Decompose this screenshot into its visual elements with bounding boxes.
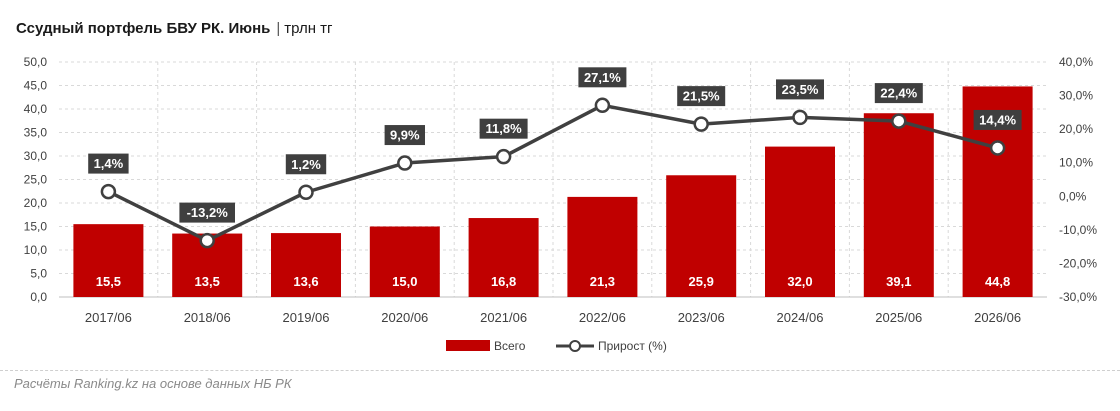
y-right-tick-label: 40,0%: [1059, 55, 1093, 69]
growth-label-box: [384, 125, 425, 146]
growth-label-box: [677, 86, 726, 107]
x-tick-label: 2023/06: [678, 310, 725, 325]
growth-value-label: 23,5%: [782, 82, 819, 97]
growth-point: [693, 116, 709, 132]
combo-chart: 0,0 5,0 10,0 15,0 20,0 25,0 30,0 35,0 40,0 45,0 50…: [24, 55, 1098, 353]
growth-value-label: 11,8%: [486, 121, 523, 136]
growth-value-label: 22,4%: [880, 86, 917, 101]
y-left-tick-label: 45,0: [24, 79, 48, 93]
growth-label-box: [88, 153, 129, 174]
growth-point: [792, 109, 808, 126]
y-left-tick-label: 25,0: [24, 173, 48, 187]
growth-value-label: 27,1%: [584, 70, 621, 85]
bar: [765, 146, 835, 297]
chart-title-separator: |: [276, 20, 281, 37]
y-left-tick-label: 15,0: [24, 220, 48, 234]
legend-label-line: Прирост (%): [598, 339, 667, 353]
growth-value-label: 1,4%: [94, 156, 124, 171]
source-note: Расчёты Ranking.kz на основе данных НБ Р…: [14, 376, 292, 391]
growth-point: [989, 140, 1006, 156]
bar-value-label: 32,0: [787, 274, 812, 289]
growth-point: [298, 184, 314, 201]
y-left-tick-label: 50,0: [24, 55, 48, 69]
legend-label-bars: Всего: [494, 339, 526, 353]
bar-value-label: 25,9: [689, 274, 714, 289]
x-tick-label: 2022/06: [579, 310, 626, 325]
x-tick-label: 2024/06: [777, 310, 824, 325]
growth-point: [891, 113, 907, 129]
bar: [468, 218, 539, 297]
bar-value-label: 21,3: [590, 274, 615, 289]
x-tick-label: 2017/06: [85, 310, 132, 325]
bar: [369, 226, 440, 297]
growth-value-label: 1,2%: [291, 157, 321, 172]
growth-line: [107, 103, 999, 243]
chart-title-main: Ссудный портфель БВУ РК. Июнь: [16, 20, 271, 37]
growth-point: [199, 232, 215, 249]
bar: [863, 113, 934, 297]
bar-value-label: 44,8: [985, 274, 1010, 289]
y-left-tick-label: 30,0: [24, 149, 48, 163]
x-tick-label: 2019/06: [283, 310, 330, 325]
y-right-tick-label: 0,0%: [1059, 189, 1087, 203]
growth-point: [397, 155, 413, 171]
footer-divider: [0, 370, 1120, 371]
legend-swatch-bars: [446, 340, 490, 351]
growth-value-label: 21,5%: [683, 89, 720, 104]
growth-value-label: -13,2%: [187, 205, 229, 220]
growth-point: [100, 183, 117, 200]
growth-label-box: [285, 154, 327, 175]
bar: [271, 233, 341, 297]
y-right-tick-label: 30,0%: [1059, 89, 1093, 103]
growth-label-box: [179, 202, 235, 223]
x-tick-label: 2018/06: [184, 310, 231, 325]
x-tick-label: 2021/06: [480, 310, 527, 325]
y-right-tick-label: -10,0%: [1059, 223, 1097, 237]
bar-value-label: 13,5: [195, 274, 220, 289]
growth-label-box: [973, 109, 1022, 130]
x-tick-label: 2020/06: [381, 310, 428, 325]
growth-value-label: 9,9%: [390, 128, 420, 143]
bar-value-label: 15,5: [96, 274, 121, 289]
y-left-tick-label: 5,0: [30, 267, 47, 281]
y-left-tick-label: 10,0: [24, 243, 48, 257]
growth-point: [594, 97, 611, 114]
y-left-tick-label: 0,0: [30, 290, 47, 304]
y-left-tick-label: 40,0: [24, 102, 48, 116]
bar-value-label: 13,6: [293, 274, 318, 289]
bar: [73, 224, 144, 297]
growth-label-box: [776, 79, 824, 100]
growth-label-box: [479, 118, 528, 139]
chart-title-unit: трлн тг: [284, 20, 333, 37]
y-right-tick-label: -20,0%: [1059, 256, 1097, 270]
bar-value-label: 15,0: [392, 274, 417, 289]
legend-swatch-marker: [569, 340, 581, 352]
growth-label-box: [874, 83, 923, 104]
bar: [666, 175, 737, 297]
y-right-tick-label: -30,0%: [1059, 290, 1097, 304]
x-tick-label: 2026/06: [974, 310, 1021, 325]
y-right-tick-label: 20,0%: [1059, 122, 1093, 136]
y-left-tick-label: 20,0: [24, 196, 48, 210]
bar-value-label: 16,8: [491, 274, 516, 289]
growth-value-label: 14,4%: [979, 112, 1016, 127]
x-tick-label: 2025/06: [875, 310, 922, 325]
chart-title: Ссудный портфель БВУ РК. Июнь | трлн тг: [16, 20, 333, 37]
y-right-tick-label: 10,0%: [1059, 156, 1093, 170]
growth-label-box: [578, 67, 627, 88]
bar: [567, 196, 638, 297]
bar-value-label: 39,1: [886, 274, 911, 289]
growth-point: [495, 148, 512, 165]
y-left-tick-label: 35,0: [24, 126, 48, 140]
